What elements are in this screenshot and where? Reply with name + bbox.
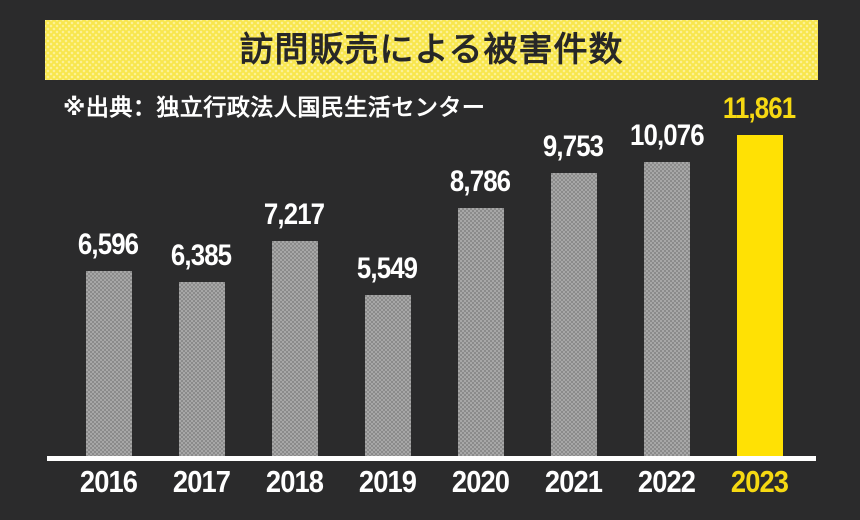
bar-column: 9,753 bbox=[527, 132, 620, 456]
value-label: 10,076 bbox=[629, 119, 705, 152]
bar bbox=[85, 271, 132, 456]
bar-highlighted bbox=[736, 135, 783, 456]
value-label: 7,217 bbox=[264, 198, 325, 231]
bar-column: 6,596 bbox=[62, 230, 155, 456]
value-label: 6,596 bbox=[78, 228, 139, 261]
bar-column: 8,786 bbox=[434, 167, 527, 456]
bar-column: 5,549 bbox=[341, 254, 434, 456]
x-axis-labels: 2016 2017 2018 2019 2020 2021 2022 2023 bbox=[62, 464, 806, 499]
bar bbox=[271, 241, 318, 456]
year-label: 2022 bbox=[637, 464, 696, 499]
value-label: 6,385 bbox=[171, 239, 232, 272]
bar bbox=[178, 282, 225, 456]
year-label: 2020 bbox=[451, 464, 510, 499]
year-label: 2023 bbox=[730, 464, 789, 499]
year-label: 2017 bbox=[172, 464, 231, 499]
chart-title: 訪問販売による被害件数 bbox=[239, 31, 624, 69]
title-banner: 訪問販売による被害件数 bbox=[45, 20, 818, 80]
bar bbox=[643, 162, 690, 456]
bar bbox=[364, 295, 411, 456]
x-axis-line bbox=[47, 456, 816, 461]
value-label: 8,786 bbox=[450, 165, 511, 198]
bar bbox=[457, 208, 504, 456]
year-label: 2019 bbox=[358, 464, 417, 499]
year-label: 2018 bbox=[265, 464, 324, 499]
bar-column: 11,861 bbox=[713, 94, 806, 456]
value-label: 9,753 bbox=[543, 130, 604, 163]
bar-column: 10,076 bbox=[620, 121, 713, 456]
bar-column: 7,217 bbox=[248, 200, 341, 456]
source-note: ※出典：独立行政法人国民生活センター bbox=[63, 94, 486, 120]
bar-chart-plot-area: 6,596 6,385 7,217 5,549 8,786 9,753 10,076 11,8… bbox=[62, 94, 806, 456]
value-label: 11,861 bbox=[723, 92, 796, 125]
value-label: 5,549 bbox=[357, 252, 418, 285]
year-label: 2016 bbox=[79, 464, 138, 499]
bar-column: 6,385 bbox=[155, 241, 248, 456]
year-label: 2021 bbox=[544, 464, 603, 499]
bar bbox=[550, 173, 597, 456]
